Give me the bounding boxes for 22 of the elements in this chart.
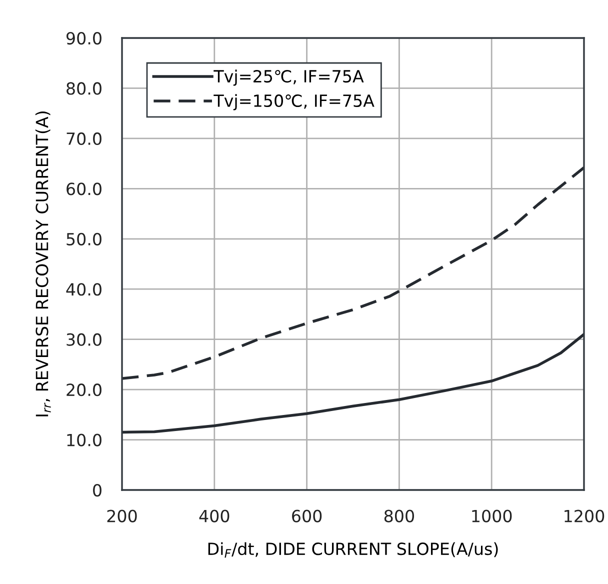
y-tick-label: 0 bbox=[93, 484, 102, 497]
legend-label: Tvj=150℃, IF=75A bbox=[214, 94, 374, 110]
line-series bbox=[122, 166, 584, 380]
x-tick-label: 1200 bbox=[564, 510, 604, 522]
y-tick-label: 90.0 bbox=[66, 32, 102, 45]
x-tick-label: 800 bbox=[384, 510, 414, 522]
y-tick-label: 60.0 bbox=[66, 182, 102, 196]
x-tick-label: 1000 bbox=[472, 510, 512, 522]
y-tick-label: 80.0 bbox=[66, 82, 102, 95]
y-tick-label: 30.0 bbox=[66, 333, 102, 346]
x-tick-label: 200 bbox=[107, 510, 137, 522]
x-tick-label: 600 bbox=[292, 510, 322, 522]
y-tick-label: 10.0 bbox=[67, 434, 102, 446]
y-tick-label: 70.0 bbox=[66, 132, 102, 146]
x-tick-label: 400 bbox=[199, 510, 230, 522]
y-tick-label: 50.0 bbox=[66, 232, 102, 246]
y-tick-label: 40.0 bbox=[66, 283, 102, 296]
line-series bbox=[122, 332, 584, 434]
y-axis-title: I$_{rr}$, REVERSE RECOVERY CURRENT(A) bbox=[35, 112, 51, 416]
x-axis-title: Di$_{F}$/dt, DIDE CURRENT SLOPE(A/us) bbox=[208, 542, 498, 558]
legend-label: Tvj=25℃, IF=75A bbox=[214, 70, 364, 86]
y-tick-label: 20.0 bbox=[66, 384, 102, 396]
